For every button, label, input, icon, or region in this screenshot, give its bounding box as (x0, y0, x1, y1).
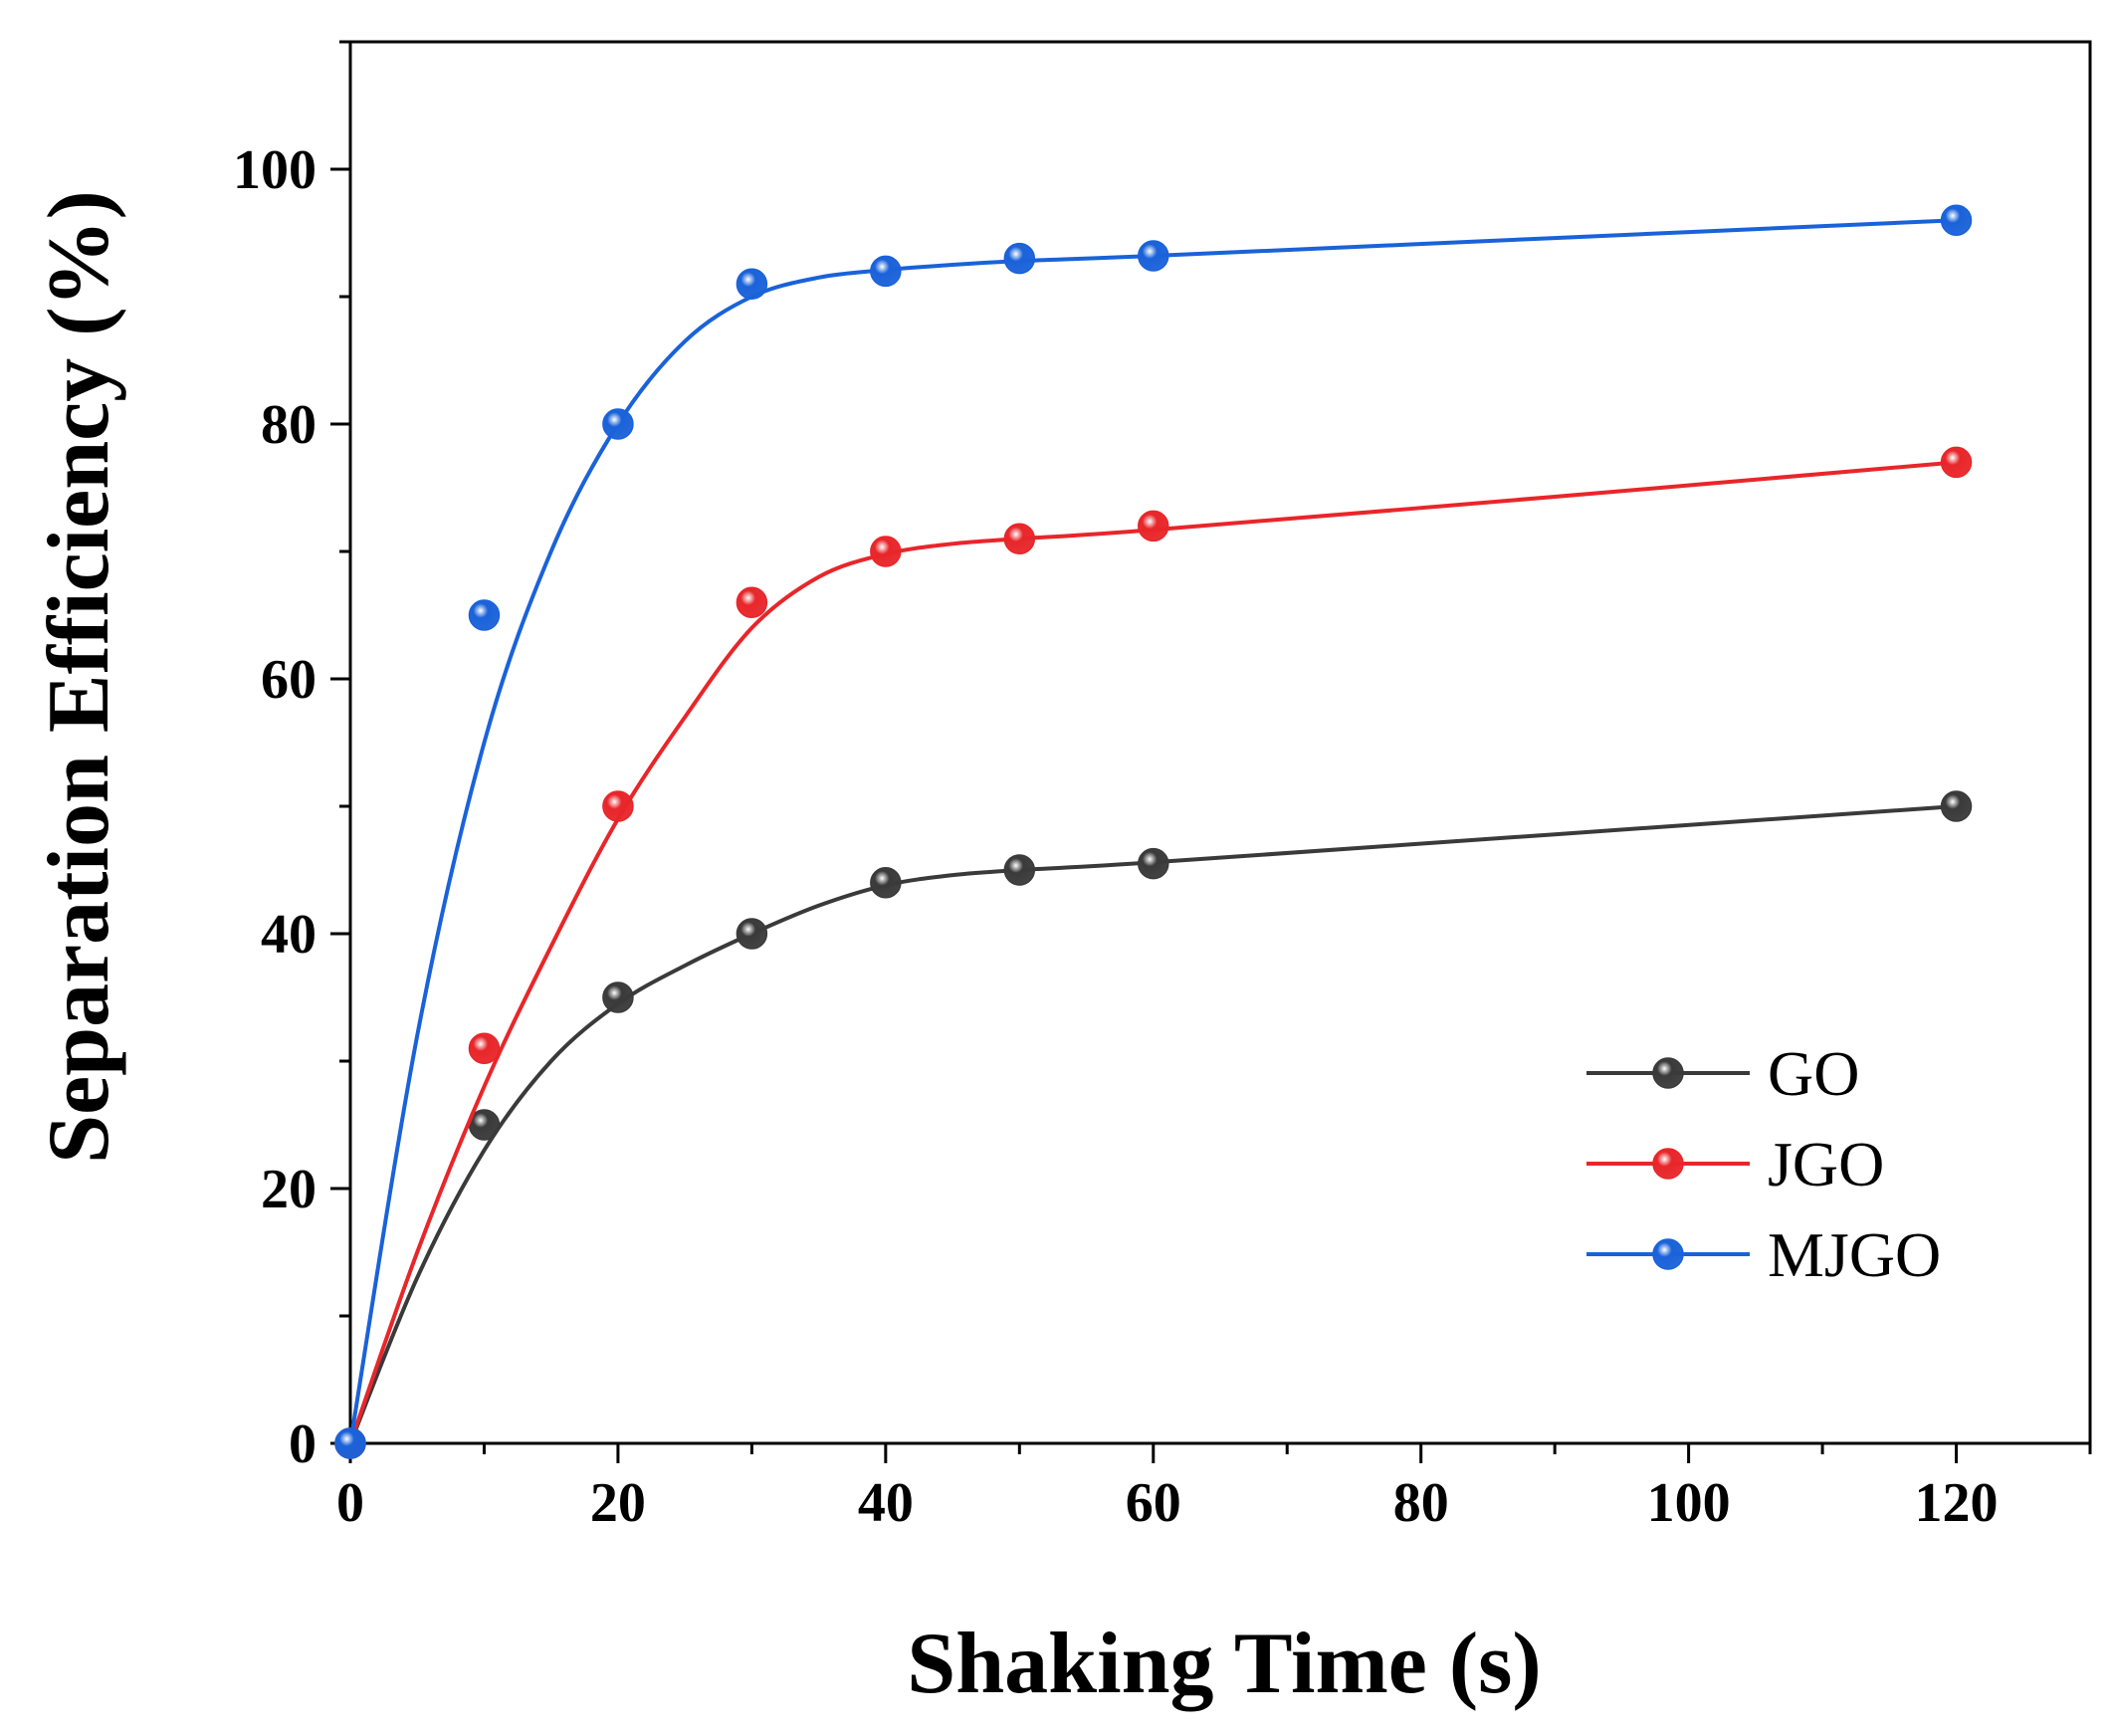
x-tick-label: 100 (1647, 1472, 1731, 1534)
data-point-mjgo (1003, 242, 1036, 275)
legend-item-go: GO (1586, 1038, 1859, 1109)
data-point-go (870, 867, 902, 899)
data-point-go (1940, 790, 1973, 822)
series-line-jgo (348, 460, 1957, 1444)
x-tick-label: 0 (336, 1472, 364, 1534)
legend: GO JGO MJGO (1586, 1038, 1941, 1290)
data-point-jgo (870, 536, 902, 567)
data-point-mjgo (736, 268, 768, 300)
y-tick-label: 0 (289, 1413, 316, 1475)
legend-marker-mjgo (1652, 1238, 1684, 1270)
y-tick-label: 80 (261, 394, 316, 456)
series-mjgo (334, 204, 1973, 1459)
data-point-go (1003, 854, 1036, 886)
y-tick-label: 100 (233, 139, 316, 201)
legend-marker-jgo (1652, 1148, 1684, 1180)
data-point-jgo (468, 1032, 501, 1064)
legend-label-go: GO (1768, 1038, 1859, 1109)
legend-item-jgo: JGO (1586, 1129, 1884, 1199)
legend-marker-go (1652, 1057, 1684, 1089)
data-point-mjgo (602, 408, 634, 440)
y-tick-labels: 0 20 40 60 80 100 (233, 139, 316, 1475)
data-point-jgo (602, 790, 634, 822)
legend-label-jgo: JGO (1768, 1129, 1884, 1199)
legend-label-mjgo: MJGO (1768, 1219, 1941, 1290)
data-point-jgo (1138, 510, 1169, 542)
data-point-mjgo (468, 599, 501, 631)
series-line-mjgo (348, 218, 1957, 1444)
data-point-go (1138, 847, 1169, 880)
series (334, 204, 1973, 1459)
data-point-jgo (1003, 523, 1036, 554)
y-axis-title: Separation Efficiency (%) (31, 190, 127, 1164)
data-point-jgo (1940, 446, 1973, 479)
data-point-mjgo (334, 1427, 366, 1459)
x-tick-label: 80 (1393, 1472, 1449, 1534)
x-tick-label: 40 (858, 1472, 914, 1534)
y-tick-label: 40 (261, 904, 316, 966)
legend-item-mjgo: MJGO (1586, 1219, 1941, 1290)
x-tick-label: 60 (1126, 1472, 1181, 1534)
data-point-go (602, 981, 634, 1013)
plot-border (348, 40, 2092, 1445)
x-tick-label: 20 (590, 1472, 646, 1534)
series-jgo (334, 446, 1973, 1459)
x-axis-title: Shaking Time (s) (907, 1616, 1541, 1712)
data-point-jgo (736, 586, 768, 618)
data-point-mjgo (870, 255, 902, 288)
x-tick-labels: 0 20 40 60 80 100 120 (336, 1472, 1999, 1534)
plot-frame (348, 40, 2092, 1445)
axis-ticks (330, 40, 2092, 1463)
y-tick-label: 60 (261, 649, 316, 711)
series-line-go (348, 804, 1957, 1444)
data-point-mjgo (1940, 204, 1973, 236)
y-tick-label: 20 (261, 1159, 316, 1220)
x-tick-label: 120 (1915, 1472, 1999, 1534)
data-point-go (736, 918, 768, 950)
data-point-mjgo (1138, 240, 1169, 272)
